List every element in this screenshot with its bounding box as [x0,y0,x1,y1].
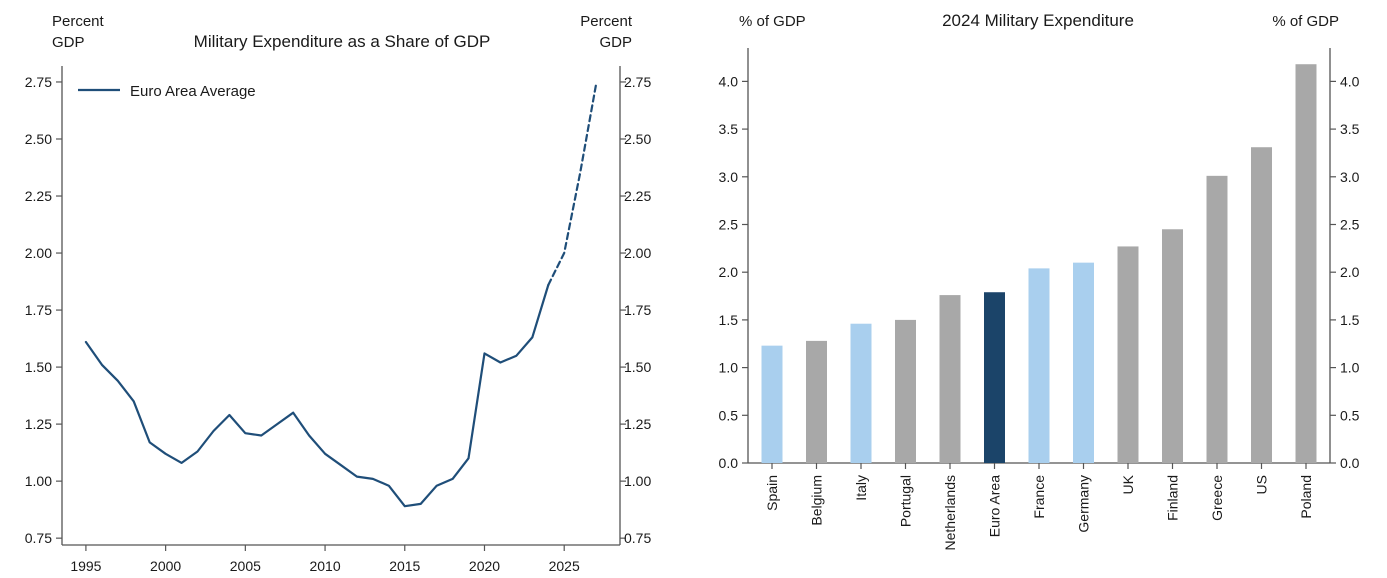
bar-chart-right-ylabel: % of GDP [1272,13,1339,30]
bar-ytick-left-label: 2.0 [719,264,739,280]
bar-xtick-label-us: US [1254,475,1270,494]
line-chart-left-ylabel-line1: Percent [52,13,105,30]
line-chart-legend: Euro Area Average [78,83,256,100]
bar-ytick-right-label: 3.5 [1340,121,1360,137]
bar-ytick-left-label: 0.0 [719,455,739,471]
line-ytick-left-label: 2.75 [25,74,52,90]
bar-ytick-left-label: 1.5 [719,312,739,328]
bar-ytick-left-label: 3.0 [719,169,739,185]
line-ytick-right-label: 1.00 [624,473,651,489]
bar-spain [761,345,783,463]
line-ytick-left-label: 2.50 [25,131,52,147]
bar-xtick-label-euro-area: Euro Area [987,475,1003,537]
bar-ytick-right-label: 0.5 [1340,407,1360,423]
line-xtick-label: 2025 [549,558,580,574]
bar-xtick-label-germany: Germany [1076,475,1092,533]
bar-uk [1117,246,1139,463]
line-ytick-right-label: 1.50 [624,359,651,375]
line-ytick-right-label: 2.25 [624,188,651,204]
bar-germany [1073,262,1094,463]
bar-ytick-left-label: 3.5 [719,121,739,137]
bar-ytick-right-label: 4.0 [1340,73,1360,89]
bar-chart: % of GDP % of GDP 2024 Military Expendit… [719,11,1360,551]
line-ytick-left-label: 1.00 [25,473,52,489]
bar-chart-left-ylabel: % of GDP [739,13,806,30]
bar-xtick-label-greece: Greece [1209,475,1225,521]
line-ytick-left-label: 2.25 [25,188,52,204]
bar-xtick-label-spain: Spain [764,475,780,511]
line-ytick-right-label: 1.75 [624,302,651,318]
bar-ytick-left-label: 1.0 [719,360,739,376]
bar-us [1251,147,1272,463]
line-xtick-label: 2015 [389,558,420,574]
line-chart-left-ylabel-line2: GDP [52,34,85,51]
line-ytick-right-label: 2.50 [624,131,651,147]
bar-ytick-left-label: 4.0 [719,73,739,89]
line-ytick-right-label: 2.75 [624,74,651,90]
line-ytick-right-label: 2.00 [624,245,651,261]
bar-euro-area [984,292,1005,463]
line-xtick-label: 1995 [70,558,101,574]
bar-france [1028,268,1050,463]
line-ytick-left-label: 1.75 [25,302,52,318]
bar-xtick-label-poland: Poland [1298,475,1314,519]
bar-ytick-left-label: 0.5 [719,407,739,423]
bar-xtick-label-portugal: Portugal [898,475,914,527]
line-xtick-label: 2010 [309,558,340,574]
line-chart: Percent GDP Percent GDP Military Expendi… [25,13,652,574]
line-ytick-right-label: 0.75 [624,530,651,546]
series-line-euro-area-projection [547,83,598,287]
line-ytick-left-label: 1.50 [25,359,52,375]
bar-ytick-right-label: 2.5 [1340,216,1360,232]
bar-xtick-label-france: France [1031,475,1047,519]
line-xtick-label: 2005 [230,558,261,574]
line-ytick-right-label: 1.25 [624,416,651,432]
bar-xtick-label-italy: Italy [853,475,869,501]
bar-finland [1162,229,1183,463]
bar-xtick-label-finland: Finland [1165,475,1181,521]
bar-ytick-right-label: 2.0 [1340,264,1360,280]
line-ytick-left-label: 1.25 [25,416,52,432]
bar-poland [1295,64,1317,464]
bar-belgium [806,340,827,463]
bar-xtick-label-uk: UK [1120,474,1136,494]
bar-ytick-left-label: 2.5 [719,216,739,232]
bar-chart-title: 2024 Military Expenditure [942,11,1134,30]
bar-greece [1206,175,1228,463]
line-xtick-label: 2020 [469,558,500,574]
line-chart-right-ylabel-line2: GDP [599,34,632,51]
bar-italy [850,323,872,463]
line-ytick-left-label: 0.75 [25,530,52,546]
bar-xtick-label-belgium: Belgium [809,475,825,526]
bar-netherlands [939,295,961,463]
bar-ytick-right-label: 1.5 [1340,312,1360,328]
bar-ytick-right-label: 0.0 [1340,455,1360,471]
line-ytick-left-label: 2.00 [25,245,52,261]
line-chart-title: Military Expenditure as a Share of GDP [194,32,491,51]
line-xtick-label: 2000 [150,558,181,574]
series-line-euro-area-average [84,283,550,508]
bar-ytick-right-label: 1.0 [1340,360,1360,376]
bar-portugal [895,319,916,463]
legend-label-euro-area-average: Euro Area Average [130,83,256,100]
bar-xtick-label-netherlands: Netherlands [942,475,958,551]
bar-ytick-right-label: 3.0 [1340,169,1360,185]
line-chart-right-ylabel-line1: Percent [580,13,633,30]
